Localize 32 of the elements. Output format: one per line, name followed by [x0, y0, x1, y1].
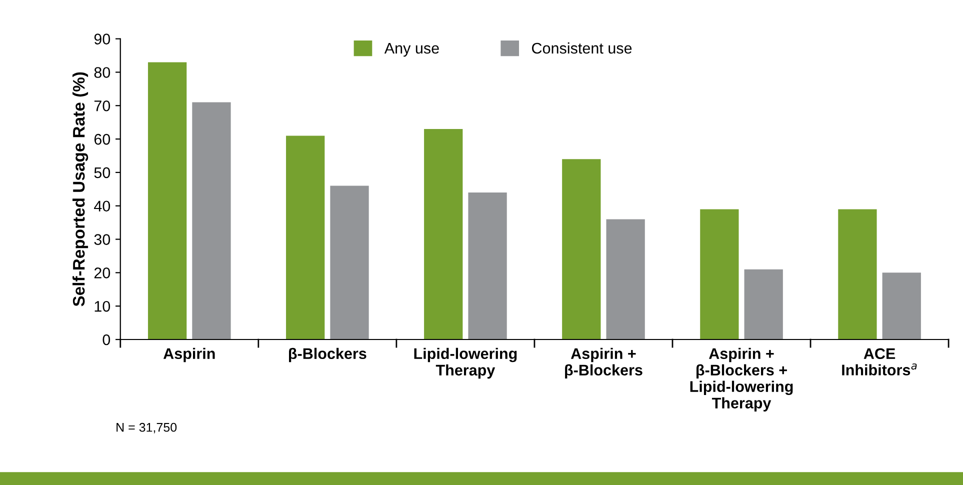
- y-tick-label: 60: [94, 134, 110, 145]
- bar: [148, 62, 187, 340]
- y-tick-label: 50: [94, 167, 110, 178]
- y-axis-title: Self-Reported Usage Rate (%): [72, 72, 88, 306]
- bar: [468, 192, 507, 340]
- x-tick-label: Aspirin + β-Blockers: [565, 348, 642, 379]
- legend-label: Any use: [384, 42, 439, 57]
- y-tick-label: 90: [94, 34, 110, 44]
- legend-label: Consistent use: [532, 42, 632, 54]
- x-tick-label: Aspirin + β-Blockers + Lipid-lowering Therapy: [690, 348, 793, 412]
- bar: [606, 219, 645, 340]
- y-tick-label: 40: [94, 200, 110, 212]
- y-tick-label: 10: [94, 300, 110, 312]
- y-tick-label: 80: [94, 67, 110, 78]
- bar: [744, 269, 783, 340]
- bar: [330, 186, 369, 340]
- bar: [286, 136, 325, 340]
- bar: [562, 159, 601, 340]
- y-tick-label: 20: [94, 268, 110, 278]
- bar: [700, 209, 739, 340]
- y-tick-label: 30: [94, 234, 110, 245]
- bar: [882, 272, 921, 340]
- y-tick-label: 0: [102, 334, 110, 346]
- x-tick-label: Lipid-lowering Therapy: [414, 348, 517, 379]
- text: N = 31,750: [116, 422, 177, 434]
- x-tick-label: Aspirin: [163, 348, 215, 362]
- x-tick-label: ACE Inhibitors$^{a}$: [842, 348, 917, 376]
- bar: [424, 129, 463, 340]
- bar: [192, 102, 231, 340]
- x-tick-label: β-Blockers: [289, 348, 366, 362]
- bar: [838, 209, 877, 340]
- y-tick-label: 70: [94, 100, 110, 112]
